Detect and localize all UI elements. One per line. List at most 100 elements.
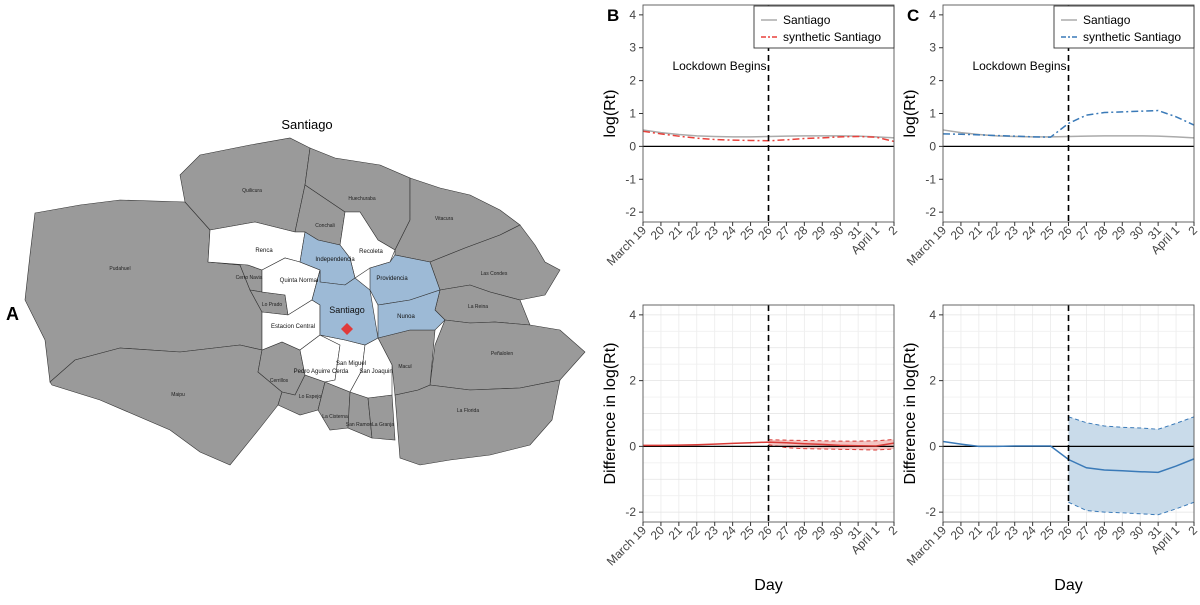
x-tick-label: 29 xyxy=(809,523,829,543)
x-axis-label: Day xyxy=(754,577,782,594)
legend-label: Santiago xyxy=(783,13,831,27)
panel-letter: B xyxy=(607,6,619,25)
band-upper-line xyxy=(1068,416,1195,430)
region-la-granja xyxy=(367,394,396,441)
y-tick-label: -2 xyxy=(625,205,636,219)
label-quilicura: Quilicura xyxy=(242,188,262,194)
y-axis-label: log(Rt) xyxy=(902,89,919,137)
label-cerrillos: Cerrillos xyxy=(270,378,289,384)
x-tick-label: March 19 xyxy=(604,223,650,269)
region-maipu xyxy=(49,344,283,466)
label-penalolen: Peñalolen xyxy=(491,351,513,357)
band-lower-line xyxy=(768,444,895,451)
y-tick-label: 2 xyxy=(629,74,636,88)
label-providencia: Providencia xyxy=(376,276,408,282)
x-tick-label: March 19 xyxy=(904,223,950,269)
x-tick-label: 23 xyxy=(1001,523,1021,543)
y-tick-label: -1 xyxy=(925,172,936,186)
x-tick-label: 2 xyxy=(1185,223,1200,238)
label-conchali: Conchali xyxy=(315,223,334,229)
x-tick-label: 22 xyxy=(984,523,1004,543)
label-pedro-aguirre-cerda: Pedro Aguirre Cerda xyxy=(294,369,349,375)
santiago-marker xyxy=(341,323,353,335)
x-tick-label: March 19 xyxy=(904,523,950,569)
x-tick-label: 22 xyxy=(684,523,704,543)
y-axis-label: Difference in log(Rt) xyxy=(602,343,619,485)
y-tick-label: 4 xyxy=(629,308,636,322)
label-independencia: Independencia xyxy=(315,257,355,263)
label-la-cisterna: La Cisterna xyxy=(322,414,348,420)
x-tick-label: 22 xyxy=(684,223,704,243)
x-tick-label: 24 xyxy=(1019,223,1039,243)
label-nunoa: Nunoa xyxy=(397,314,415,320)
y-tick-label: -2 xyxy=(925,505,936,519)
label-estacion-central: Estacion Central xyxy=(271,324,315,330)
label-cerro-navia: Cerro Navia xyxy=(236,275,263,281)
y-tick-label: 1 xyxy=(929,107,936,121)
y-tick-label: -2 xyxy=(925,205,936,219)
y-tick-label: 4 xyxy=(629,8,636,22)
x-tick-label: 26 xyxy=(755,523,775,543)
y-tick-label: 2 xyxy=(929,74,936,88)
label-macul: Macul xyxy=(398,364,411,370)
label-renca: Renca xyxy=(255,248,273,254)
x-tick-label: 26 xyxy=(755,223,775,243)
map-title: Santiago xyxy=(281,117,332,132)
y-tick-label: 0 xyxy=(629,139,636,153)
y-tick-label: -2 xyxy=(625,505,636,519)
label-vitacura: Vitacura xyxy=(435,216,453,222)
y-tick-label: 4 xyxy=(929,8,936,22)
x-tick-label: 25 xyxy=(1037,223,1057,243)
label-huechuraba: Huechuraba xyxy=(348,196,375,202)
x-tick-label: 21 xyxy=(666,223,686,243)
lockdown-annotation: Lockdown Begins xyxy=(972,59,1066,73)
x-tick-label: 24 xyxy=(719,523,739,543)
x-tick-label: 24 xyxy=(1019,523,1039,543)
legend-label: synthetic Santiago xyxy=(1083,30,1181,44)
x-tick-label: 30 xyxy=(827,223,847,243)
x-tick-label: 22 xyxy=(984,223,1004,243)
label-las-condes: Las Condes xyxy=(481,271,508,277)
x-tick-label: 21 xyxy=(666,523,686,543)
legend-box xyxy=(753,5,895,49)
region-santiago xyxy=(311,269,379,346)
legend-label: synthetic Santiago xyxy=(783,30,881,44)
x-tick-label: 25 xyxy=(737,523,757,543)
y-tick-label: 1 xyxy=(629,107,636,121)
x-axis-label: Day xyxy=(1054,577,1082,594)
lockdown-annotation: Lockdown Begins xyxy=(672,59,766,73)
y-tick-label: 2 xyxy=(929,374,936,388)
legend-box xyxy=(1053,5,1195,49)
x-tick-label: 28 xyxy=(791,523,811,543)
x-tick-label: 21 xyxy=(966,223,986,243)
label-maipu: Maipu xyxy=(171,392,185,398)
y-axis-label: Difference in log(Rt) xyxy=(902,343,919,485)
x-tick-label: 29 xyxy=(1109,523,1129,543)
band-lower-line xyxy=(1068,501,1195,516)
x-tick-label: 28 xyxy=(791,223,811,243)
x-tick-label: 25 xyxy=(737,223,757,243)
x-tick-label: 29 xyxy=(809,223,829,243)
panel-letter: C xyxy=(907,6,919,25)
series-line-synthetic-santiago xyxy=(942,109,1195,138)
santiago-map: A Santiago xyxy=(6,117,586,466)
label-lo-espejo: Lo Espejo xyxy=(299,394,321,400)
x-tick-label: 23 xyxy=(701,523,721,543)
x-tick-label: 29 xyxy=(1109,223,1129,243)
y-tick-label: 0 xyxy=(929,439,936,453)
x-tick-label: 2 xyxy=(885,223,900,238)
x-tick-label: 28 xyxy=(1091,223,1111,243)
label-santiago: Santiago xyxy=(329,305,365,315)
x-tick-label: 25 xyxy=(1037,523,1057,543)
x-tick-label: 23 xyxy=(1001,223,1021,243)
x-tick-label: 30 xyxy=(1127,223,1147,243)
x-tick-label: 26 xyxy=(1055,523,1075,543)
label-lo-prado: Lo Prado xyxy=(262,302,283,308)
series-line-difference xyxy=(643,441,895,447)
y-tick-label: 0 xyxy=(929,139,936,153)
label-la-reina: La Reina xyxy=(468,304,488,310)
